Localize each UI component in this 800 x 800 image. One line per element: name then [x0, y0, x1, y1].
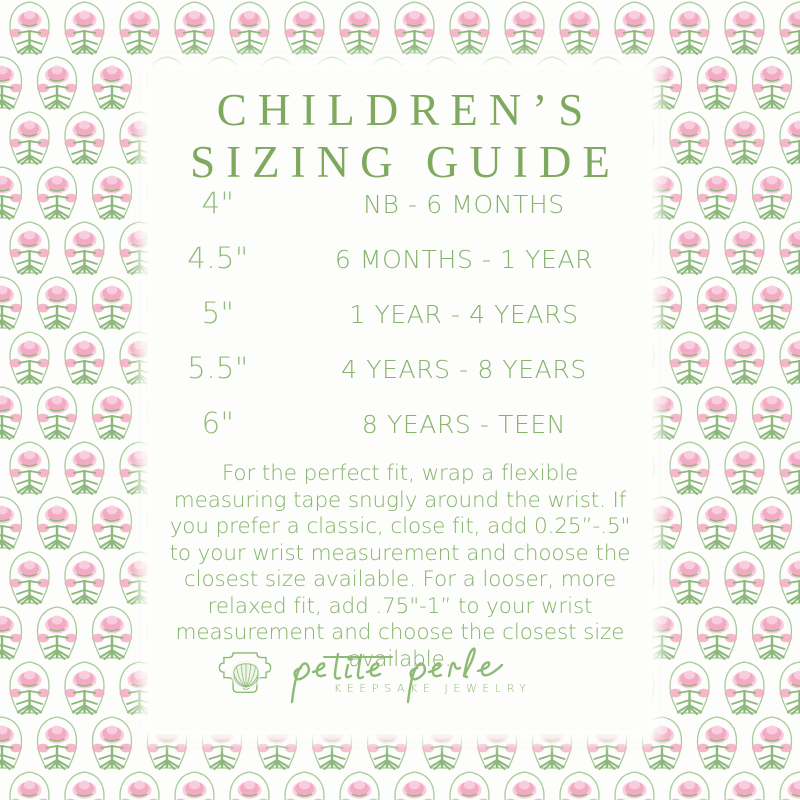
- brand-logo: KEEPSAKE JEWELRY: [148, 644, 652, 706]
- table-row: 5.5" 4 YEARS - 8 YEARS: [148, 351, 652, 406]
- size-age-range: 1 YEAR - 4 YEARS: [349, 300, 579, 329]
- table-row: 4" NB - 6 MONTHS: [148, 186, 652, 241]
- size-age-range: NB - 6 MONTHS: [363, 190, 565, 219]
- table-row: 6" 8 YEARS - TEEN: [148, 406, 652, 461]
- table-row: 5" 1 YEAR - 4 YEARS: [148, 296, 652, 351]
- size-value: 4": [201, 186, 235, 220]
- brand-tagline: KEEPSAKE JEWELRY: [334, 682, 532, 695]
- content-card: CHILDREN’S SIZING GUIDE 4" NB - 6 MONTHS…: [148, 66, 652, 734]
- title-line-2: SIZING GUIDE: [190, 137, 621, 187]
- table-row: 4.5" 6 MONTHS - 1 YEAR: [148, 241, 652, 296]
- petite-perle-script-icon: [290, 647, 504, 704]
- size-value: 6": [201, 406, 235, 440]
- size-value: 4.5": [187, 241, 249, 275]
- size-age-range: 6 MONTHS - 1 YEAR: [334, 245, 594, 274]
- size-value: 5.5": [187, 351, 249, 385]
- size-table: 4" NB - 6 MONTHS 4.5" 6 MONTHS - 1 YEAR …: [148, 186, 652, 461]
- size-value: 5": [201, 296, 235, 330]
- size-age-range: 8 YEARS - TEEN: [361, 410, 567, 439]
- brand-wordmark: KEEPSAKE JEWELRY: [282, 644, 582, 706]
- scallop-shell-in-cartouche-icon: [218, 652, 272, 693]
- title-line-1: CHILDREN’S: [216, 85, 595, 135]
- page-title: CHILDREN’S SIZING GUIDE: [148, 84, 652, 188]
- fit-instructions: For the perfect fit, wrap a flexible mea…: [169, 461, 631, 672]
- size-age-range: 4 YEARS - 8 YEARS: [341, 355, 587, 384]
